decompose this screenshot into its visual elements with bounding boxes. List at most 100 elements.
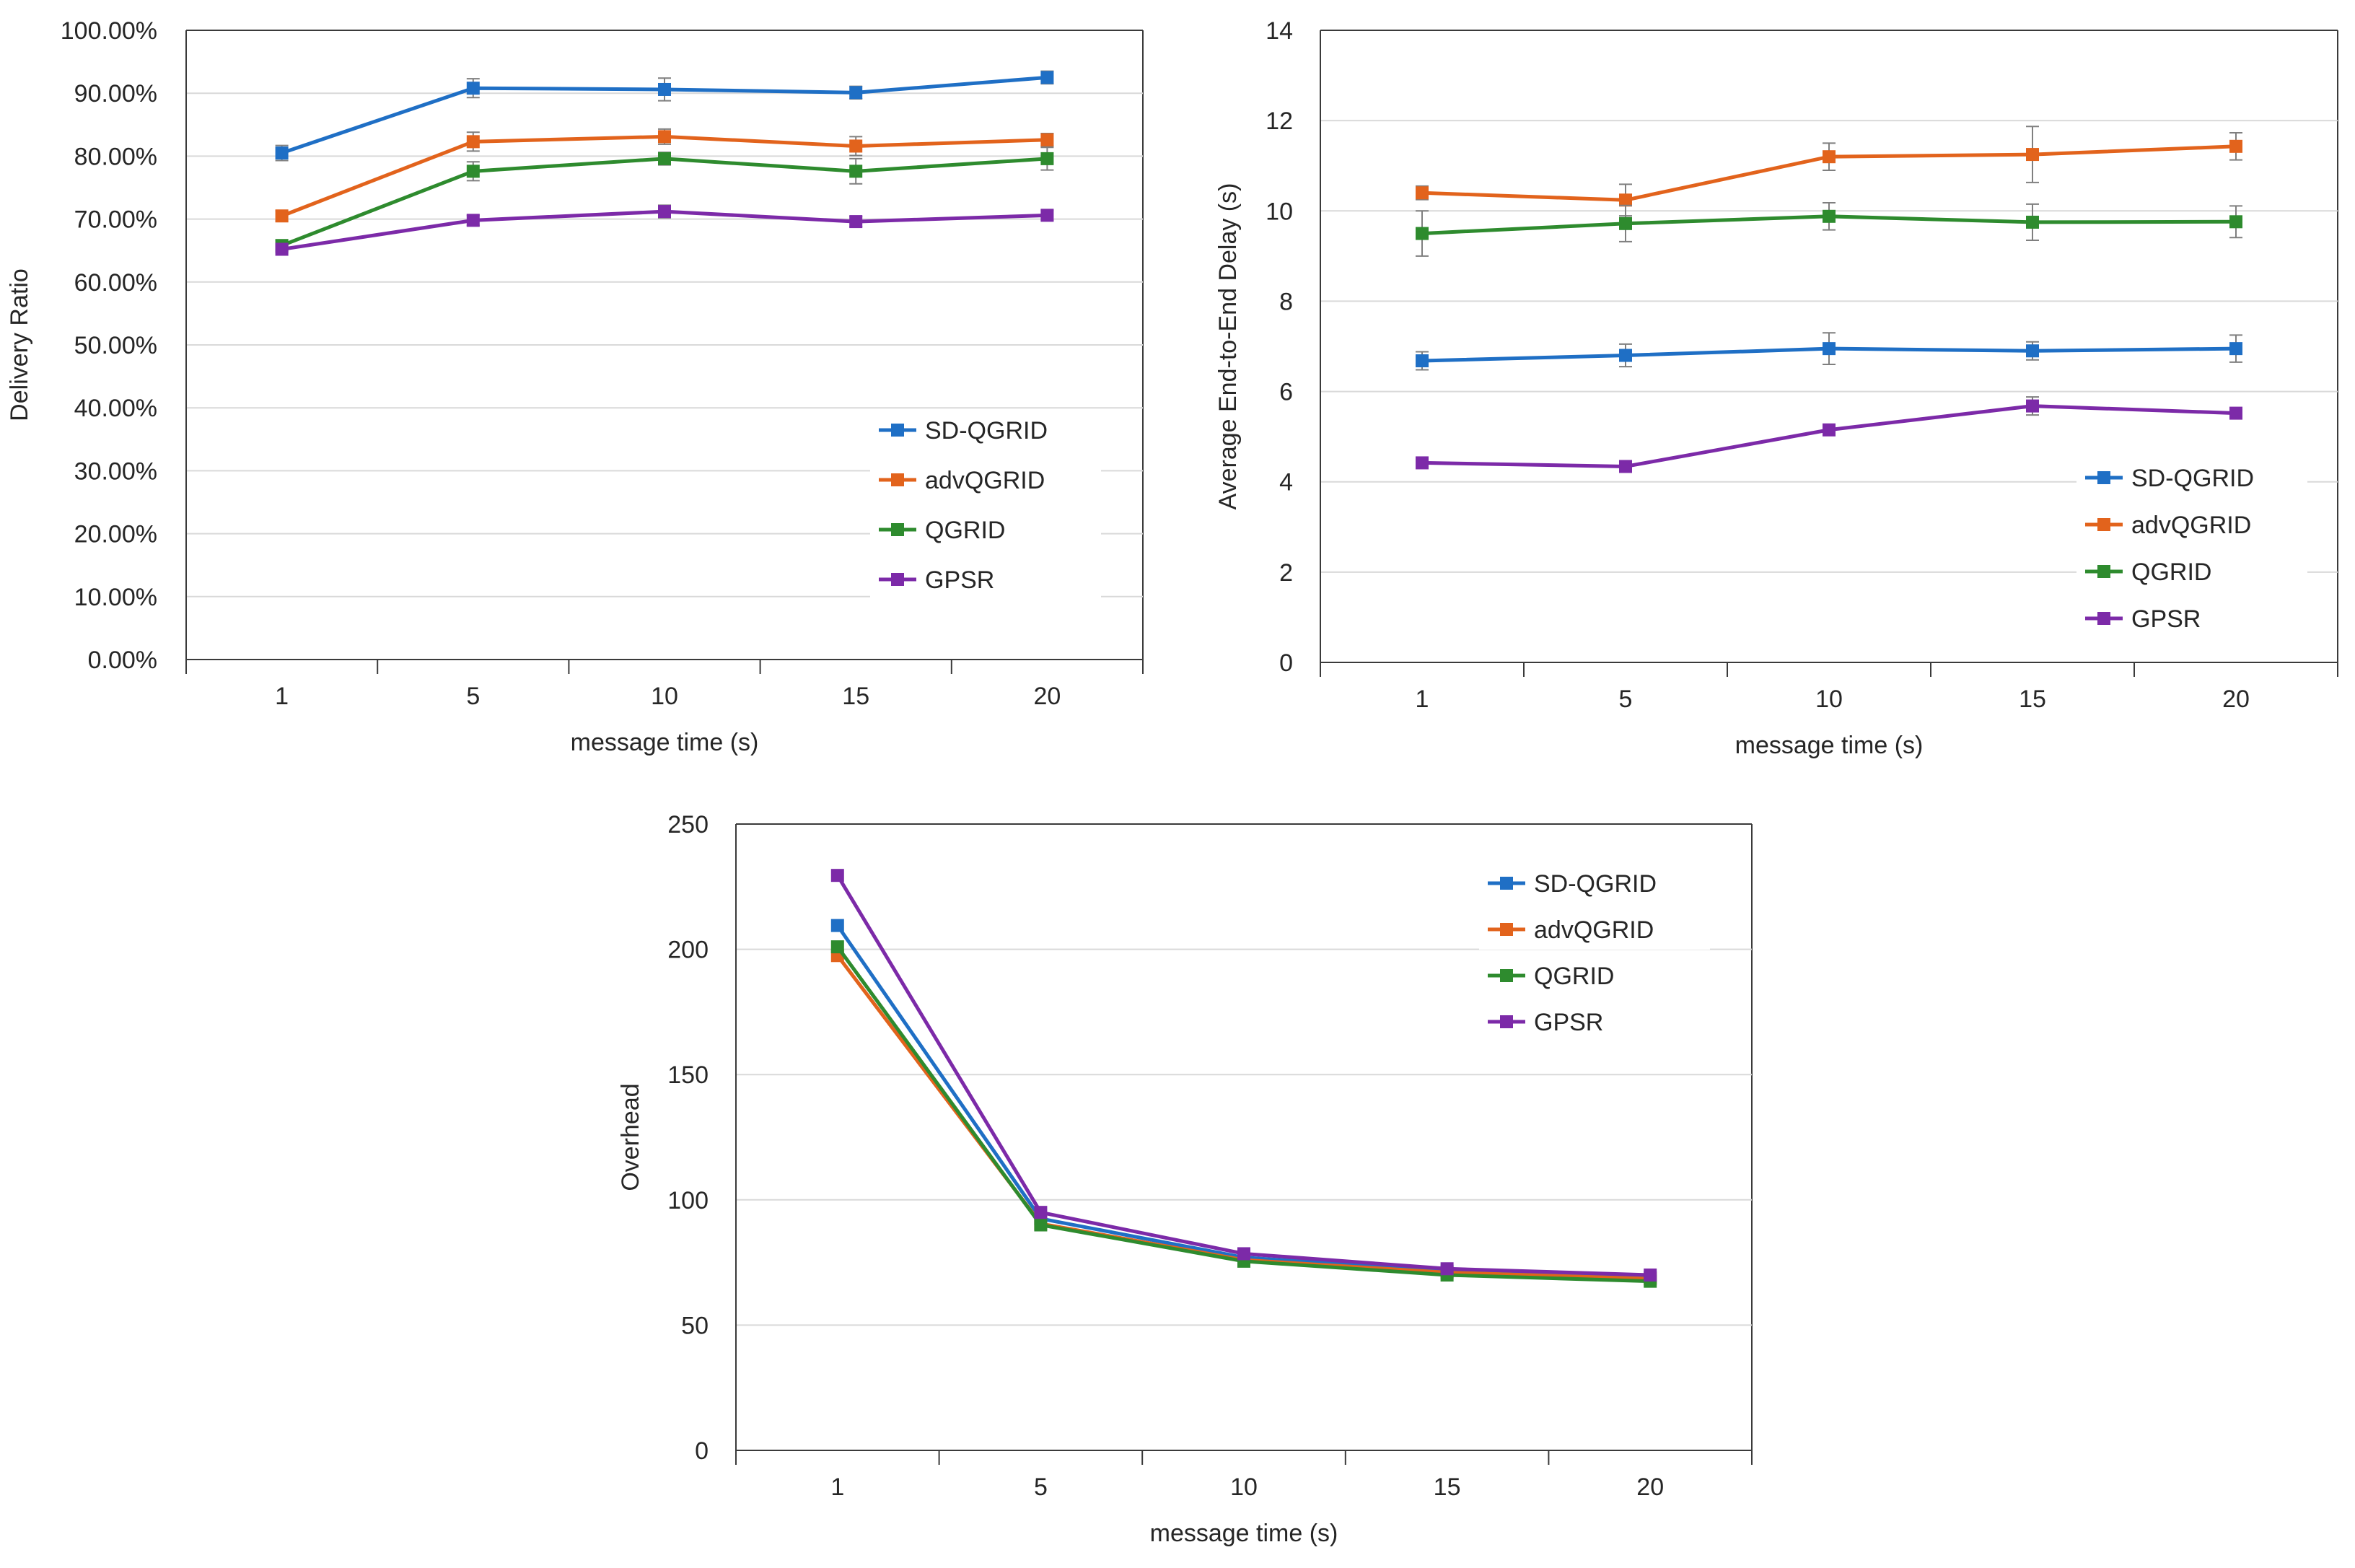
legend-marker	[2097, 612, 2110, 625]
x-tick-label: 15	[2019, 686, 2046, 713]
y-tick-label: 80.00%	[74, 143, 157, 170]
data-point	[1040, 152, 1054, 165]
x-tick-label: 10	[1230, 1473, 1258, 1501]
data-point	[1644, 1268, 1657, 1282]
y-tick-label: 10	[1266, 198, 1293, 225]
data-point	[466, 135, 480, 149]
legend-label: advQGRID	[1534, 916, 1654, 944]
y-tick-label: 100.00%	[61, 17, 157, 45]
legend-item: GPSR	[870, 559, 1101, 600]
x-tick-label: 15	[842, 683, 869, 710]
data-point	[2229, 139, 2242, 153]
legend-label: QGRID	[2131, 559, 2211, 586]
legend-marker	[2097, 471, 2110, 484]
y-tick-label: 8	[1279, 288, 1293, 315]
series-qgrid	[1416, 202, 2242, 257]
legend-item: SD-QGRID	[2076, 457, 2307, 498]
x-tick-label: 1	[1416, 686, 1429, 713]
data-point	[1034, 1206, 1048, 1219]
y-tick-label: 14	[1266, 17, 1293, 45]
legend-item: QGRID	[870, 509, 1101, 550]
y-tick-label: 250	[667, 811, 709, 838]
data-point	[658, 205, 671, 219]
data-point	[830, 869, 844, 882]
legend-label: GPSR	[2131, 605, 2201, 633]
series-sd-qgrid	[275, 70, 1054, 162]
data-point	[658, 152, 671, 165]
legend-marker	[891, 573, 904, 586]
data-point	[849, 86, 863, 100]
data-point	[1040, 133, 1054, 146]
legend-marker	[1500, 969, 1513, 982]
data-point	[1040, 209, 1054, 222]
y-tick-label: 90.00%	[74, 80, 157, 108]
y-tick-label: 4	[1279, 469, 1293, 496]
y-tick-label: 6	[1279, 379, 1293, 406]
legend-item: QGRID	[1479, 955, 1710, 996]
delivery-ratio-chart: 0.00% 10.00% 20.00% 30.00% 40.00% 50.00% 60.00…	[6, 17, 1144, 756]
legend-label: advQGRID	[2131, 512, 2251, 539]
legend-item: SD-QGRID	[870, 410, 1101, 450]
data-point	[830, 919, 844, 932]
data-point	[1823, 423, 1836, 437]
y-tick-label: 0.00%	[88, 647, 157, 674]
data-point	[1416, 227, 1429, 240]
series-gpsr	[1416, 396, 2242, 473]
data-point	[830, 940, 844, 954]
data-point	[849, 139, 863, 153]
x-tick-label: 10	[1815, 686, 1843, 713]
data-point	[1619, 193, 1632, 207]
y-tick-label: 60.00%	[74, 269, 157, 297]
legend-item: GPSR	[2076, 598, 2307, 639]
data-point	[1619, 460, 1632, 473]
legend-item: advQGRID	[1479, 909, 1710, 950]
y-tick-label: 150	[667, 1061, 709, 1089]
series-gpsr	[275, 204, 1054, 256]
data-point	[849, 165, 863, 178]
y-axis-title: Average End-to-End Delay (s)	[1214, 183, 1242, 510]
data-point	[1237, 1247, 1250, 1261]
y-tick-label: 2	[1279, 559, 1293, 587]
legend-label: SD-QGRID	[2131, 465, 2254, 492]
legend-label: QGRID	[1534, 963, 1614, 990]
y-tick-label: 50	[681, 1312, 709, 1339]
data-point	[1823, 150, 1836, 164]
legend-label: advQGRID	[925, 467, 1045, 494]
x-tick-label: 10	[651, 683, 678, 710]
y-tick-label: 50.00%	[74, 332, 157, 359]
legend-item: advQGRID	[870, 460, 1101, 500]
legend-marker	[2097, 518, 2110, 531]
x-tick-label: 20	[1033, 683, 1061, 710]
x-axis-title: message time (s)	[1150, 1520, 1338, 1547]
data-point	[1034, 1218, 1048, 1232]
y-tick-label: 0	[1279, 649, 1293, 677]
x-tick-label: 5	[1619, 686, 1633, 713]
x-tick-label: 1	[830, 1473, 844, 1501]
x-tick-label: 15	[1434, 1473, 1461, 1501]
legend-label: SD-QGRID	[925, 417, 1048, 444]
x-axis-title: message time (s)	[1735, 732, 1924, 759]
y-tick-label: 40.00%	[74, 395, 157, 422]
x-tick-label: 1	[275, 683, 289, 710]
data-point	[466, 82, 480, 95]
legend-label: GPSR	[1534, 1009, 1603, 1036]
legend-marker	[891, 523, 904, 536]
series-advqgrid	[275, 128, 1054, 223]
y-tick-label: 0	[695, 1437, 709, 1465]
data-point	[1040, 71, 1054, 84]
legend-marker	[1500, 923, 1513, 936]
data-point	[2229, 342, 2242, 356]
data-point	[1823, 342, 1836, 356]
y-axis-title: Delivery Ratio	[6, 268, 33, 421]
data-point	[2026, 215, 2039, 229]
data-point	[466, 214, 480, 227]
series-gpsr	[830, 869, 1657, 1282]
x-axis-title: message time (s)	[571, 729, 759, 756]
legend-item: QGRID	[2076, 551, 2307, 592]
data-point	[1440, 1262, 1454, 1276]
y-tick-label: 30.00%	[74, 457, 157, 485]
data-point	[2229, 406, 2242, 420]
legend-marker	[2097, 565, 2110, 578]
data-point	[2026, 399, 2039, 413]
